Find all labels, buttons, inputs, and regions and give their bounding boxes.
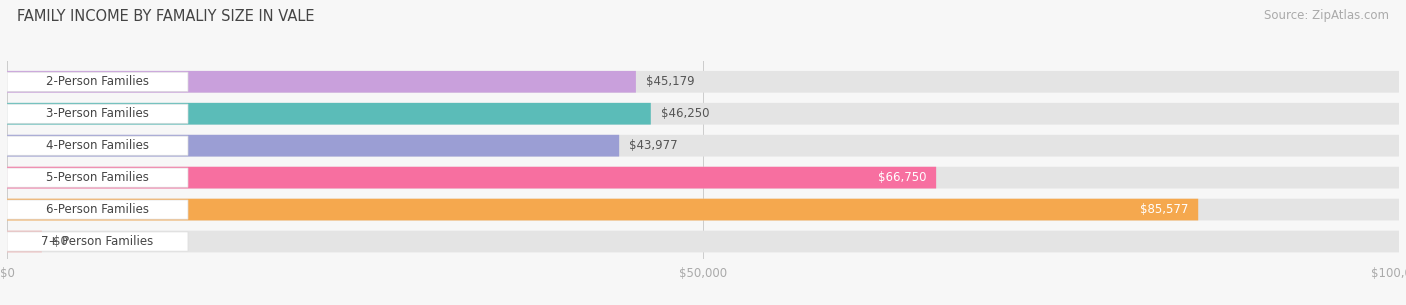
FancyBboxPatch shape (7, 231, 42, 253)
Text: Source: ZipAtlas.com: Source: ZipAtlas.com (1264, 9, 1389, 22)
Text: 6-Person Families: 6-Person Families (46, 203, 149, 216)
Text: $66,750: $66,750 (877, 171, 927, 184)
Text: 3-Person Families: 3-Person Families (46, 107, 149, 120)
FancyBboxPatch shape (7, 135, 619, 156)
FancyBboxPatch shape (7, 199, 1399, 221)
FancyBboxPatch shape (7, 231, 1399, 253)
FancyBboxPatch shape (7, 104, 188, 123)
Text: $0: $0 (53, 235, 67, 248)
Text: FAMILY INCOME BY FAMALIY SIZE IN VALE: FAMILY INCOME BY FAMALIY SIZE IN VALE (17, 9, 315, 24)
Text: $46,250: $46,250 (661, 107, 709, 120)
Text: $45,179: $45,179 (645, 75, 695, 88)
FancyBboxPatch shape (7, 71, 636, 93)
FancyBboxPatch shape (7, 136, 188, 155)
FancyBboxPatch shape (7, 72, 188, 92)
FancyBboxPatch shape (7, 71, 1399, 93)
Text: $85,577: $85,577 (1140, 203, 1188, 216)
FancyBboxPatch shape (7, 167, 1399, 188)
FancyBboxPatch shape (7, 232, 188, 251)
Text: 2-Person Families: 2-Person Families (46, 75, 149, 88)
Text: 7+ Person Families: 7+ Person Families (41, 235, 153, 248)
FancyBboxPatch shape (7, 103, 651, 124)
FancyBboxPatch shape (7, 135, 1399, 156)
FancyBboxPatch shape (7, 200, 188, 219)
FancyBboxPatch shape (7, 103, 1399, 124)
FancyBboxPatch shape (7, 168, 188, 187)
Text: 5-Person Families: 5-Person Families (46, 171, 149, 184)
FancyBboxPatch shape (7, 167, 936, 188)
Text: $43,977: $43,977 (628, 139, 678, 152)
Text: 4-Person Families: 4-Person Families (46, 139, 149, 152)
FancyBboxPatch shape (7, 199, 1198, 221)
